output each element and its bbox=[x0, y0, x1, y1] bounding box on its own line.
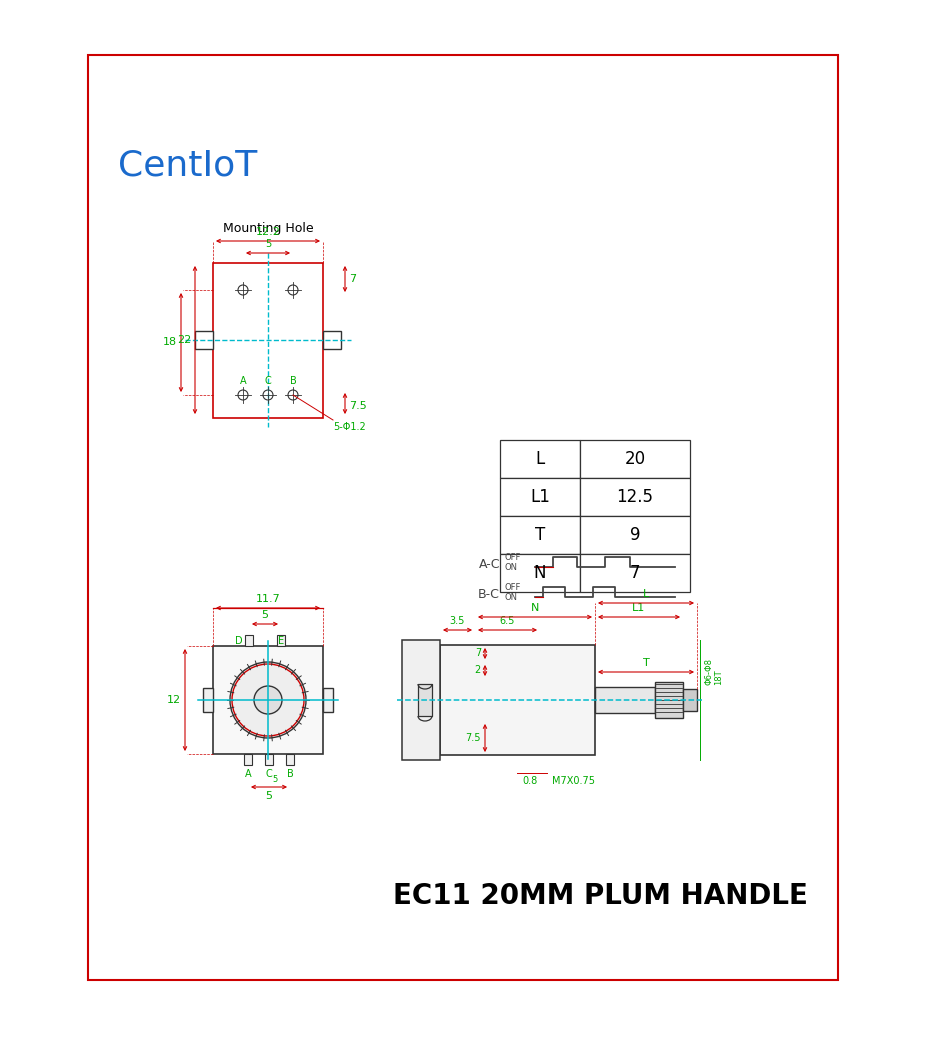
Bar bbox=[417, 684, 432, 716]
Text: A: A bbox=[245, 769, 251, 778]
Text: 6.5: 6.5 bbox=[499, 616, 514, 626]
Text: CentIoT: CentIoT bbox=[118, 148, 257, 182]
Text: 5-Φ1.2: 5-Φ1.2 bbox=[333, 422, 365, 432]
Bar bbox=[88, 55, 837, 980]
Text: 3.5: 3.5 bbox=[449, 616, 464, 626]
Text: A-C: A-C bbox=[478, 558, 500, 572]
Text: N: N bbox=[533, 564, 546, 582]
Text: C: C bbox=[264, 376, 271, 386]
Bar bbox=[245, 635, 253, 646]
Text: 12.5: 12.5 bbox=[616, 488, 653, 506]
Bar bbox=[276, 635, 285, 646]
Text: L: L bbox=[642, 589, 648, 599]
Text: OFF: OFF bbox=[504, 582, 521, 592]
Circle shape bbox=[254, 686, 282, 714]
Text: 11.7: 11.7 bbox=[255, 594, 280, 604]
Bar bbox=[500, 440, 579, 479]
Bar bbox=[195, 331, 213, 349]
Bar bbox=[244, 754, 252, 765]
Text: L1: L1 bbox=[529, 488, 550, 506]
Text: ON: ON bbox=[504, 593, 517, 601]
Bar bbox=[213, 263, 323, 418]
Bar bbox=[579, 554, 690, 592]
Text: 7: 7 bbox=[475, 648, 480, 658]
Bar bbox=[265, 754, 273, 765]
Text: 5: 5 bbox=[264, 239, 271, 249]
Text: L1: L1 bbox=[631, 603, 645, 613]
Bar bbox=[594, 687, 654, 713]
Circle shape bbox=[230, 662, 306, 738]
Text: OFF: OFF bbox=[504, 552, 521, 562]
Text: B: B bbox=[289, 376, 296, 386]
Text: 7: 7 bbox=[629, 564, 640, 582]
Text: 18: 18 bbox=[163, 337, 177, 347]
Text: 12: 12 bbox=[167, 695, 181, 705]
Bar bbox=[579, 479, 690, 516]
Bar bbox=[500, 516, 579, 554]
Text: 18T: 18T bbox=[714, 670, 723, 685]
Circle shape bbox=[237, 285, 248, 295]
Text: T: T bbox=[641, 658, 649, 668]
Text: 12.2: 12.2 bbox=[255, 227, 280, 237]
Circle shape bbox=[287, 390, 298, 400]
Bar bbox=[323, 331, 340, 349]
Text: 22: 22 bbox=[176, 335, 191, 345]
Bar bbox=[500, 554, 579, 592]
Text: ON: ON bbox=[504, 563, 517, 572]
Bar bbox=[213, 646, 323, 754]
Text: 5: 5 bbox=[272, 775, 277, 784]
Text: B-C: B-C bbox=[477, 589, 500, 601]
Text: 2: 2 bbox=[475, 665, 480, 675]
Text: N: N bbox=[530, 603, 539, 613]
Bar bbox=[439, 645, 594, 755]
Text: 9: 9 bbox=[629, 526, 640, 544]
Text: 20: 20 bbox=[624, 450, 645, 468]
Circle shape bbox=[262, 390, 273, 400]
Text: L: L bbox=[535, 450, 544, 468]
Text: T: T bbox=[534, 526, 544, 544]
Bar bbox=[286, 754, 294, 765]
Bar bbox=[401, 640, 439, 760]
Text: EC11 20MM PLUM HANDLE: EC11 20MM PLUM HANDLE bbox=[392, 882, 806, 910]
Text: 0.8: 0.8 bbox=[521, 776, 537, 786]
Bar bbox=[579, 440, 690, 479]
Text: Mounting Hole: Mounting Hole bbox=[222, 222, 313, 235]
Bar bbox=[682, 689, 696, 711]
Text: 7: 7 bbox=[349, 274, 356, 284]
Bar bbox=[579, 516, 690, 554]
Text: E: E bbox=[278, 636, 284, 646]
Circle shape bbox=[287, 285, 298, 295]
Text: M7X0.75: M7X0.75 bbox=[552, 776, 594, 786]
Text: Φ6-Φ8: Φ6-Φ8 bbox=[704, 658, 713, 685]
Circle shape bbox=[237, 390, 248, 400]
Text: 5: 5 bbox=[265, 791, 273, 801]
Text: D: D bbox=[235, 636, 243, 646]
Text: C: C bbox=[265, 769, 273, 778]
Bar bbox=[500, 479, 579, 516]
Bar bbox=[654, 682, 682, 718]
Text: B: B bbox=[286, 769, 293, 778]
Text: 7.5: 7.5 bbox=[349, 401, 366, 411]
Bar bbox=[323, 688, 333, 712]
Text: 7.5: 7.5 bbox=[465, 733, 480, 743]
Text: 5: 5 bbox=[261, 610, 268, 620]
Bar bbox=[203, 688, 213, 712]
Text: A: A bbox=[239, 376, 246, 386]
